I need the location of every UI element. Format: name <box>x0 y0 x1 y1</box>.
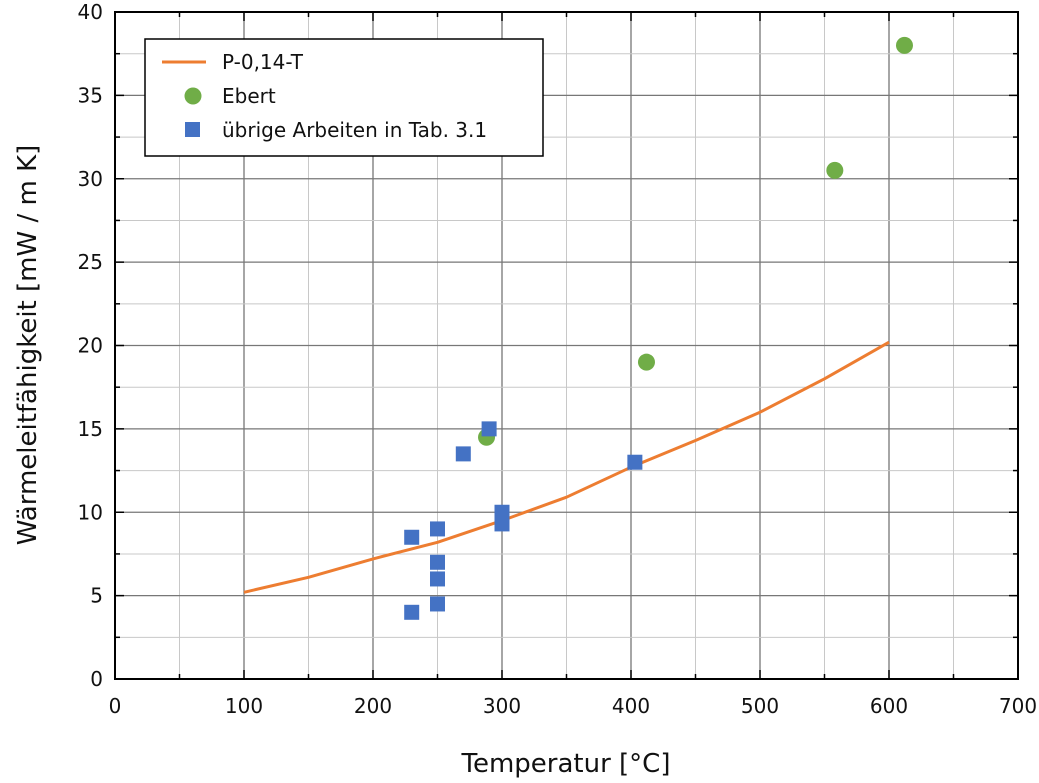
legend-circle-swatch <box>184 87 202 105</box>
legend-square-swatch <box>185 122 200 137</box>
x-tick-label: 100 <box>225 694 263 718</box>
plot-frame <box>114 11 1019 680</box>
y-tick-label: 30 <box>78 167 103 191</box>
data-point-uebrige-arbeiten <box>627 454 643 470</box>
data-point-uebrige-arbeiten <box>430 596 445 612</box>
y-tick-label: 35 <box>78 83 103 107</box>
data-point-ebert <box>895 36 913 54</box>
x-tick-label: 0 <box>109 694 122 718</box>
x-tick-label: 700 <box>999 694 1037 718</box>
x-tick-label: 500 <box>741 694 779 718</box>
y-axis-title: Wärmeleitfähigkeit [mW / m K] <box>13 145 43 546</box>
x-tick-labels: 0 100 200 300 400 500 600 700 <box>109 694 1037 718</box>
series-layer <box>243 36 913 620</box>
y-tick-label: 0 <box>90 667 103 691</box>
x-tick-label: 200 <box>354 694 392 718</box>
data-point-ebert <box>826 161 844 179</box>
data-point-uebrige-arbeiten <box>455 446 471 462</box>
data-point-uebrige-arbeiten <box>430 554 445 570</box>
data-point-uebrige-arbeiten <box>430 571 445 587</box>
x-tick-label: 400 <box>612 694 650 718</box>
data-point-uebrige-arbeiten <box>494 504 510 520</box>
series-line-p-014-t <box>243 340 890 594</box>
data-point-uebrige-arbeiten <box>404 529 420 545</box>
x-tick-label: 300 <box>483 694 521 718</box>
x-tick-label: 600 <box>870 694 908 718</box>
data-point-ebert <box>637 353 655 371</box>
data-point-uebrige-arbeiten <box>494 516 510 532</box>
data-point-uebrige-arbeiten <box>481 421 497 437</box>
x-axis-title: Temperatur [°C] <box>461 749 671 779</box>
y-tick-label: 20 <box>78 334 103 358</box>
legend-box <box>144 38 544 157</box>
y-tick-label: 5 <box>90 584 103 608</box>
y-tick-label: 15 <box>78 417 103 441</box>
y-tick-labels: 0 5 10 15 20 25 30 35 40 <box>78 0 103 691</box>
y-tick-label: 40 <box>78 0 103 24</box>
y-tick-label: 10 <box>78 500 103 524</box>
data-point-uebrige-arbeiten <box>404 604 420 620</box>
legend-label-p-014-t: P-0,14-T <box>222 50 304 74</box>
legend-label-uebrige-arbeiten: übrige Arbeiten in Tab. 3.1 <box>222 118 487 142</box>
y-tick-label: 25 <box>78 250 103 274</box>
legend-label-ebert: Ebert <box>222 84 276 108</box>
data-point-uebrige-arbeiten <box>430 521 445 537</box>
legend: P-0,14-T Ebert übrige Arbeiten in Tab. 3… <box>144 38 544 157</box>
